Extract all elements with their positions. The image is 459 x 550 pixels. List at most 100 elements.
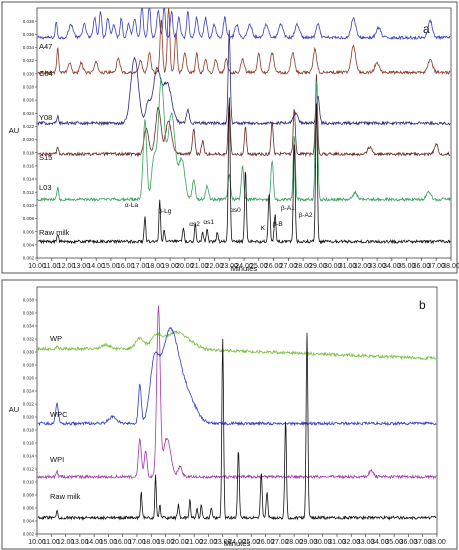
peak-annotation: K bbox=[261, 225, 266, 232]
x-tick-label: 30.00 bbox=[324, 263, 342, 270]
x-tick-label: 15.00 bbox=[100, 539, 118, 546]
x-tick-label: 13.00 bbox=[73, 263, 91, 270]
series-line-l03 bbox=[37, 77, 451, 203]
x-tick-label: 19.00 bbox=[157, 539, 175, 546]
y-tick-label: 0.024 bbox=[23, 111, 35, 116]
series-line-raw-milk bbox=[37, 97, 451, 245]
y-tick-label: 0.026 bbox=[23, 98, 35, 103]
series-line-a47 bbox=[37, 7, 451, 41]
peak-annotation: α-La bbox=[125, 202, 139, 209]
chromatogram-a: a Minutes AU 10.0011.0012.0013.0014.0015… bbox=[1, 1, 459, 274]
x-tick-label: 11.00 bbox=[43, 263, 60, 270]
series-label: Y08 bbox=[39, 113, 52, 122]
series-line-y08 bbox=[37, 30, 451, 127]
x-tick-label: 20.00 bbox=[176, 263, 194, 270]
x-tick-label: 38.00 bbox=[428, 539, 446, 546]
x-tick-label: 31.00 bbox=[328, 539, 346, 546]
x-tick-label: 21.00 bbox=[191, 263, 209, 270]
x-tick-label: 36.00 bbox=[413, 263, 431, 270]
series-label: WPI bbox=[50, 455, 64, 464]
x-tick-label: 33.00 bbox=[357, 539, 375, 546]
x-tick-label: 10.00 bbox=[28, 263, 46, 270]
y-tick-label: 0.028 bbox=[23, 85, 35, 90]
y-tick-label: 0.034 bbox=[23, 324, 35, 329]
series-line-wpi bbox=[37, 305, 437, 480]
y-tick-label: 0.002 bbox=[23, 532, 35, 537]
y-tick-label: 0.024 bbox=[23, 389, 35, 394]
series-label: Raw milk bbox=[50, 492, 81, 501]
series-label: A47 bbox=[39, 42, 52, 51]
y-tick-label: 0.026 bbox=[23, 376, 35, 381]
x-tick-label: 14.00 bbox=[85, 539, 103, 546]
x-tick-label: 28.00 bbox=[294, 263, 312, 270]
x-tick-label: 14.00 bbox=[87, 263, 105, 270]
x-tick-label: 13.00 bbox=[71, 539, 89, 546]
series-line-s15 bbox=[37, 74, 451, 158]
x-tick-label: 29.00 bbox=[309, 263, 327, 270]
peak-annotation: αs1 bbox=[203, 219, 214, 226]
series-line-raw-milk bbox=[37, 332, 437, 521]
y-tick-label: 0.018 bbox=[23, 150, 35, 155]
x-tick-label: 18.00 bbox=[147, 263, 165, 270]
y-tick-label: 0.006 bbox=[23, 506, 35, 511]
y-tick-label: 0.020 bbox=[23, 137, 35, 142]
y-tick-label: 0.028 bbox=[23, 363, 35, 368]
series-label: C64 bbox=[39, 69, 53, 78]
y-tick-label: 0.016 bbox=[23, 441, 35, 446]
panel-letter-b: b bbox=[419, 298, 426, 312]
peak-annotation: β-A1 bbox=[281, 205, 295, 212]
y-tick-label: 0.008 bbox=[23, 216, 35, 221]
x-tick-label: 21.00 bbox=[185, 539, 203, 546]
x-tick-label: 34.00 bbox=[371, 539, 389, 546]
y-tick-label: 0.034 bbox=[23, 45, 35, 50]
y-tick-label: 0.018 bbox=[23, 428, 35, 433]
x-tick-label: 37.00 bbox=[414, 539, 432, 546]
x-tick-label: 25.00 bbox=[250, 263, 268, 270]
y-tick-label: 0.022 bbox=[23, 402, 35, 407]
x-tick-label: 35.00 bbox=[385, 539, 403, 546]
x-tick-label: 28.00 bbox=[285, 539, 303, 546]
x-tick-label: 23.00 bbox=[220, 263, 238, 270]
y-tick-label: 0.010 bbox=[23, 203, 35, 208]
series-label: S15 bbox=[39, 153, 52, 162]
chart-panel-a: a Minutes AU 10.00 11.00 12.00 13.00 14.00 15… bbox=[0, 0, 459, 275]
x-tick-label: 29.00 bbox=[300, 539, 318, 546]
y-tick-label: 0.032 bbox=[23, 337, 35, 342]
x-tick-label: 22.00 bbox=[206, 263, 224, 270]
x-tick-label: 27.00 bbox=[280, 263, 298, 270]
x-tick-label: 36.00 bbox=[400, 539, 418, 546]
x-tick-label: 23.00 bbox=[214, 539, 232, 546]
x-tick-label: 32.00 bbox=[343, 539, 361, 546]
series-label: WPC bbox=[50, 410, 68, 419]
x-tick-label: 27.00 bbox=[271, 539, 289, 546]
x-tick-label: 37.00 bbox=[427, 263, 445, 270]
y-tick-label: 0.010 bbox=[23, 480, 35, 485]
series-line-wp bbox=[37, 330, 437, 361]
x-tick-label: 25.00 bbox=[243, 539, 261, 546]
x-tick-label: 18.00 bbox=[143, 539, 161, 546]
x-tick-label: 12.00 bbox=[57, 539, 75, 546]
y-tick-label: 0.006 bbox=[23, 229, 35, 234]
y-tick-label: 0.022 bbox=[23, 124, 35, 129]
y-tick-label: 0.030 bbox=[23, 71, 35, 76]
series-label: L03 bbox=[39, 183, 52, 192]
x-tick-label: 24.00 bbox=[235, 263, 253, 270]
peak-annotation: β-A2 bbox=[299, 212, 313, 219]
y-tick-label: 0.032 bbox=[23, 58, 35, 63]
x-tick-label: 38.00 bbox=[442, 263, 459, 270]
x-tick-label: 33.00 bbox=[368, 263, 386, 270]
x-tick-label: 16.00 bbox=[117, 263, 135, 270]
y-tick-label: 0.008 bbox=[23, 493, 35, 498]
peak-annotation: β-Lg bbox=[158, 208, 172, 215]
y-tick-label: 0.014 bbox=[23, 177, 35, 182]
x-tick-label: 22.00 bbox=[200, 539, 218, 546]
x-tick-label: 17.00 bbox=[128, 539, 146, 546]
y-tick-label: 0.002 bbox=[23, 256, 35, 261]
y-tick-label: 0.004 bbox=[23, 519, 35, 524]
x-tick-label: 12.00 bbox=[58, 263, 76, 270]
y-tick-label: 0.016 bbox=[23, 163, 35, 168]
y-tick-label: 0.036 bbox=[23, 32, 35, 37]
x-tick-label: 32.00 bbox=[354, 263, 372, 270]
x-axis-title-b: Minutes bbox=[224, 539, 251, 548]
y-tick-label: 0.036 bbox=[23, 311, 35, 316]
